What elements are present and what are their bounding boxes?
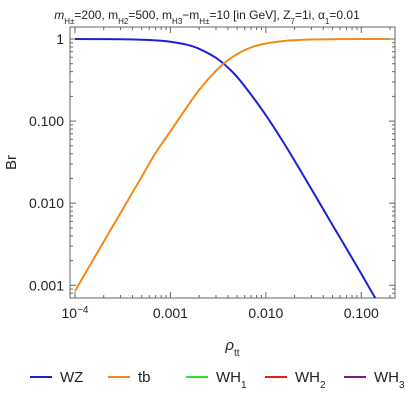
legend-label: WH3 [374,369,405,391]
series-line-wz [74,38,377,298]
y-tick-label: 0.100 [29,113,64,129]
x-tick-label: 10−4 [62,305,89,322]
legend-label: tb [138,369,151,386]
legend-label: WH1 [216,369,247,391]
x-axis-label: ρtt [224,337,239,359]
y-tick-label: 0.010 [29,195,64,211]
y-tick-label: 1 [56,31,64,47]
y-tick-label: 0.001 [29,277,64,293]
legend-label: WH2 [295,369,326,391]
plot-frame [69,26,396,299]
legend-label: WZ [60,369,83,386]
x-tick-label: 0.100 [344,305,379,321]
chart-title: mH±=200, mH2=500, mH3−mH±=10 [in GeV], Z… [54,8,360,26]
series-line-tb [74,38,391,292]
y-axis-label: Br [3,155,20,170]
x-tick-label: 0.001 [153,305,188,321]
x-tick-label: 0.010 [248,305,283,321]
